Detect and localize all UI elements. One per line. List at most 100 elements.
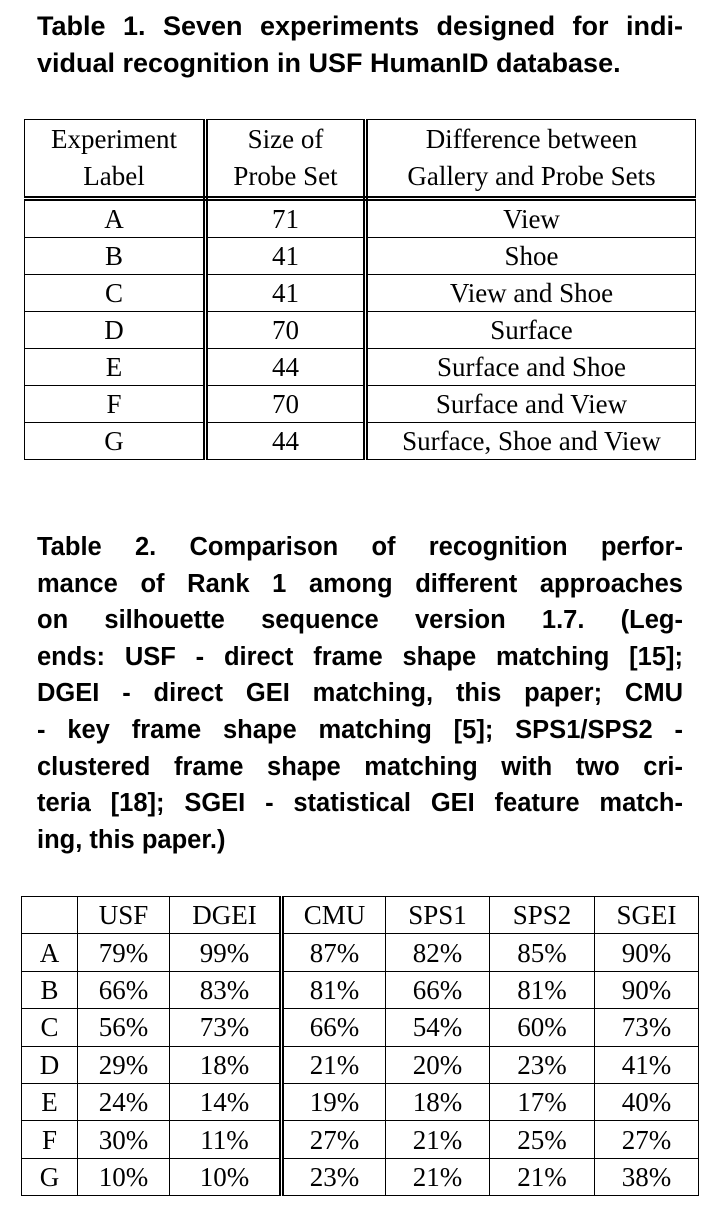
caption-line: clustered frame shape matching with two …: [37, 752, 683, 781]
cell: 10%: [77, 1157, 170, 1197]
cell: 70: [205, 311, 368, 349]
cell: 99%: [169, 933, 284, 972]
header-cmu: CMU: [281, 895, 386, 935]
caption-line: DGEI - direct GEI matching, this paper; …: [37, 679, 683, 708]
caption-line: teria [18]; SGEI - statistical GEI featu…: [37, 789, 683, 818]
table-row: G 44 Surface, Shoe and View: [24, 422, 696, 460]
cell: 41%: [594, 1045, 699, 1084]
cell: 23%: [281, 1157, 386, 1197]
caption-line: mance of Rank 1 among different approach…: [37, 569, 683, 598]
cell: 54%: [385, 1008, 490, 1047]
cell: 73%: [169, 1008, 284, 1047]
table-row: A 71 View: [24, 198, 696, 238]
cell: 90%: [594, 933, 699, 972]
header-difference: Difference between Gallery and Probe Sets: [365, 119, 696, 201]
cell: 83%: [169, 970, 284, 1010]
row-label: G: [21, 1157, 78, 1197]
table-row: F 70 Surface and View: [24, 385, 696, 423]
header-sgei: SGEI: [594, 895, 699, 935]
table2-caption: Table 2. Comparison of recognition perfo…: [37, 529, 683, 858]
cell: Surface: [365, 311, 696, 349]
cell: Shoe: [365, 237, 696, 275]
cell: 25%: [489, 1120, 595, 1159]
cell: B: [24, 237, 208, 275]
table-row: A 79% 99% 87% 82% 85% 90%: [21, 933, 699, 972]
caption-line: ends: USF - direct frame shape matching …: [37, 642, 683, 671]
cell: 27%: [594, 1120, 699, 1159]
cell: Surface and Shoe: [365, 348, 696, 386]
cell: 71: [205, 198, 368, 238]
header-usf: USF: [77, 895, 170, 935]
cell: 70: [205, 385, 368, 423]
cell: 66%: [281, 1008, 386, 1047]
table-header-row: Experiment Label Size of Probe Set Differe…: [24, 119, 696, 201]
cell: 29%: [77, 1045, 170, 1084]
row-label: D: [21, 1045, 78, 1084]
cell: 21%: [385, 1157, 490, 1197]
cell: 21%: [281, 1045, 386, 1084]
cell: E: [24, 348, 208, 386]
caption-line: Table 2. Comparison of recognition perfo…: [37, 533, 683, 561]
table-row: F 30% 11% 27% 21% 25% 27%: [21, 1120, 699, 1159]
table-row: E 44 Surface and Shoe: [24, 348, 696, 386]
cell: 17%: [489, 1082, 595, 1122]
table-row: B 41 Shoe: [24, 237, 696, 275]
cell: 44: [205, 422, 368, 460]
cell: 41: [205, 274, 368, 312]
row-label: C: [21, 1008, 78, 1047]
caption-line: vidual recognition in USF HumanID databa…: [37, 48, 621, 78]
cell: C: [24, 274, 208, 312]
cell: 66%: [385, 970, 490, 1010]
cell: 73%: [594, 1008, 699, 1047]
cell: 81%: [489, 970, 595, 1010]
caption-line: Table 1. Seven experiments designed for …: [37, 11, 683, 41]
cell: 24%: [77, 1082, 170, 1122]
cell: 81%: [281, 970, 386, 1010]
header-sps2: SPS2: [489, 895, 595, 935]
table-row: C 56% 73% 66% 54% 60% 73%: [21, 1008, 699, 1047]
row-label: B: [21, 970, 78, 1010]
cell: 23%: [489, 1045, 595, 1084]
cell: G: [24, 422, 208, 460]
cell: Surface and View: [365, 385, 696, 423]
table-row: G 10% 10% 23% 21% 21% 38%: [21, 1157, 699, 1197]
cell: 14%: [169, 1082, 284, 1122]
cell: 79%: [77, 933, 170, 972]
header-probe-size: Size of Probe Set: [205, 119, 368, 201]
cell: 11%: [169, 1120, 284, 1159]
cell: F: [24, 385, 208, 423]
cell: View: [365, 198, 696, 238]
cell: 21%: [385, 1120, 490, 1159]
cell: D: [24, 311, 208, 349]
table-row: E 24% 14% 19% 18% 17% 40%: [21, 1082, 699, 1122]
row-label: A: [21, 933, 78, 972]
table-row: C 41 View and Shoe: [24, 274, 696, 312]
cell: 10%: [169, 1157, 284, 1197]
cell: 41: [205, 237, 368, 275]
cell: 30%: [77, 1120, 170, 1159]
cell: 20%: [385, 1045, 490, 1084]
cell: 82%: [385, 933, 490, 972]
cell: View and Shoe: [365, 274, 696, 312]
cell: 19%: [281, 1082, 386, 1122]
table-header-row: USF DGEI CMU SPS1 SPS2 SGEI: [21, 895, 699, 935]
cell: 56%: [77, 1008, 170, 1047]
cell: 60%: [489, 1008, 595, 1047]
header-dgei: DGEI: [169, 895, 284, 935]
caption-line: ing, this paper.): [37, 825, 226, 854]
row-label: F: [21, 1120, 78, 1159]
cell: 87%: [281, 933, 386, 972]
cell: 85%: [489, 933, 595, 972]
header-experiment-label: Experiment Label: [24, 119, 208, 201]
cell: Surface, Shoe and View: [365, 422, 696, 460]
cell: 90%: [594, 970, 699, 1010]
table-row: B 66% 83% 81% 66% 81% 90%: [21, 970, 699, 1010]
cell: A: [24, 198, 208, 238]
caption-line: - key frame shape matching [5]; SPS1/SPS…: [37, 715, 683, 744]
performance-table: USF DGEI CMU SPS1 SPS2 SGEI A 79% 99% 87% 82…: [21, 895, 699, 1197]
cell: 18%: [169, 1045, 284, 1084]
header-corner: [21, 895, 78, 935]
cell: 18%: [385, 1082, 490, 1122]
cell: 38%: [594, 1157, 699, 1197]
cell: 44: [205, 348, 368, 386]
